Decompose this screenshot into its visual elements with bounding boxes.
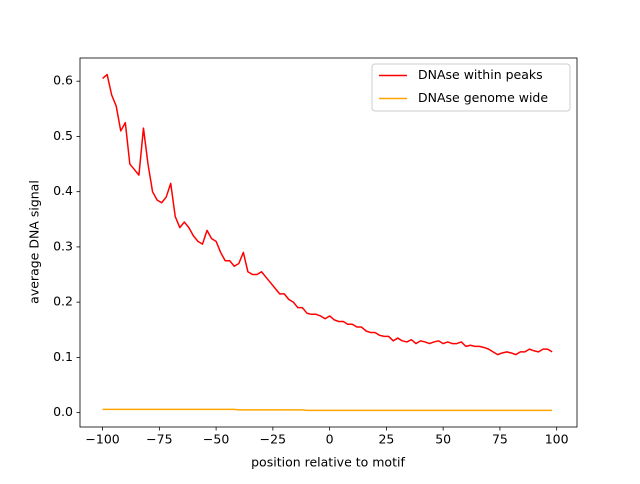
x-tick-label: 0 [326, 432, 334, 447]
y-tick-label: 0.1 [53, 349, 73, 364]
x-tick-label: −50 [203, 432, 229, 447]
data-line [102, 73, 553, 356]
y-tick-label: 0.3 [53, 238, 73, 253]
data-line [102, 408, 553, 412]
x-tick-label: 25 [378, 432, 394, 447]
x-tick-label: 50 [435, 432, 451, 447]
y-tick-label: 0.0 [53, 404, 73, 419]
y-tick-label: 0.4 [53, 183, 73, 198]
x-tick-label: −75 [146, 432, 172, 447]
x-tick-label: 100 [545, 432, 569, 447]
axes-frame [79, 57, 578, 428]
x-tick-label: −25 [260, 432, 286, 447]
x-tick-label: −100 [85, 432, 119, 447]
y-tick-label: 0.2 [53, 294, 73, 309]
legend-box [371, 63, 571, 112]
x-tick-label: 75 [492, 432, 508, 447]
y-axis-label: average DNA signal [27, 180, 42, 304]
legend-label: DNAse within peaks [418, 67, 543, 82]
y-tick-label: 0.5 [53, 128, 73, 143]
y-tick-label: 0.6 [53, 73, 73, 88]
x-axis-label: position relative to motif [251, 455, 405, 470]
legend-label: DNAse genome wide [418, 90, 548, 105]
